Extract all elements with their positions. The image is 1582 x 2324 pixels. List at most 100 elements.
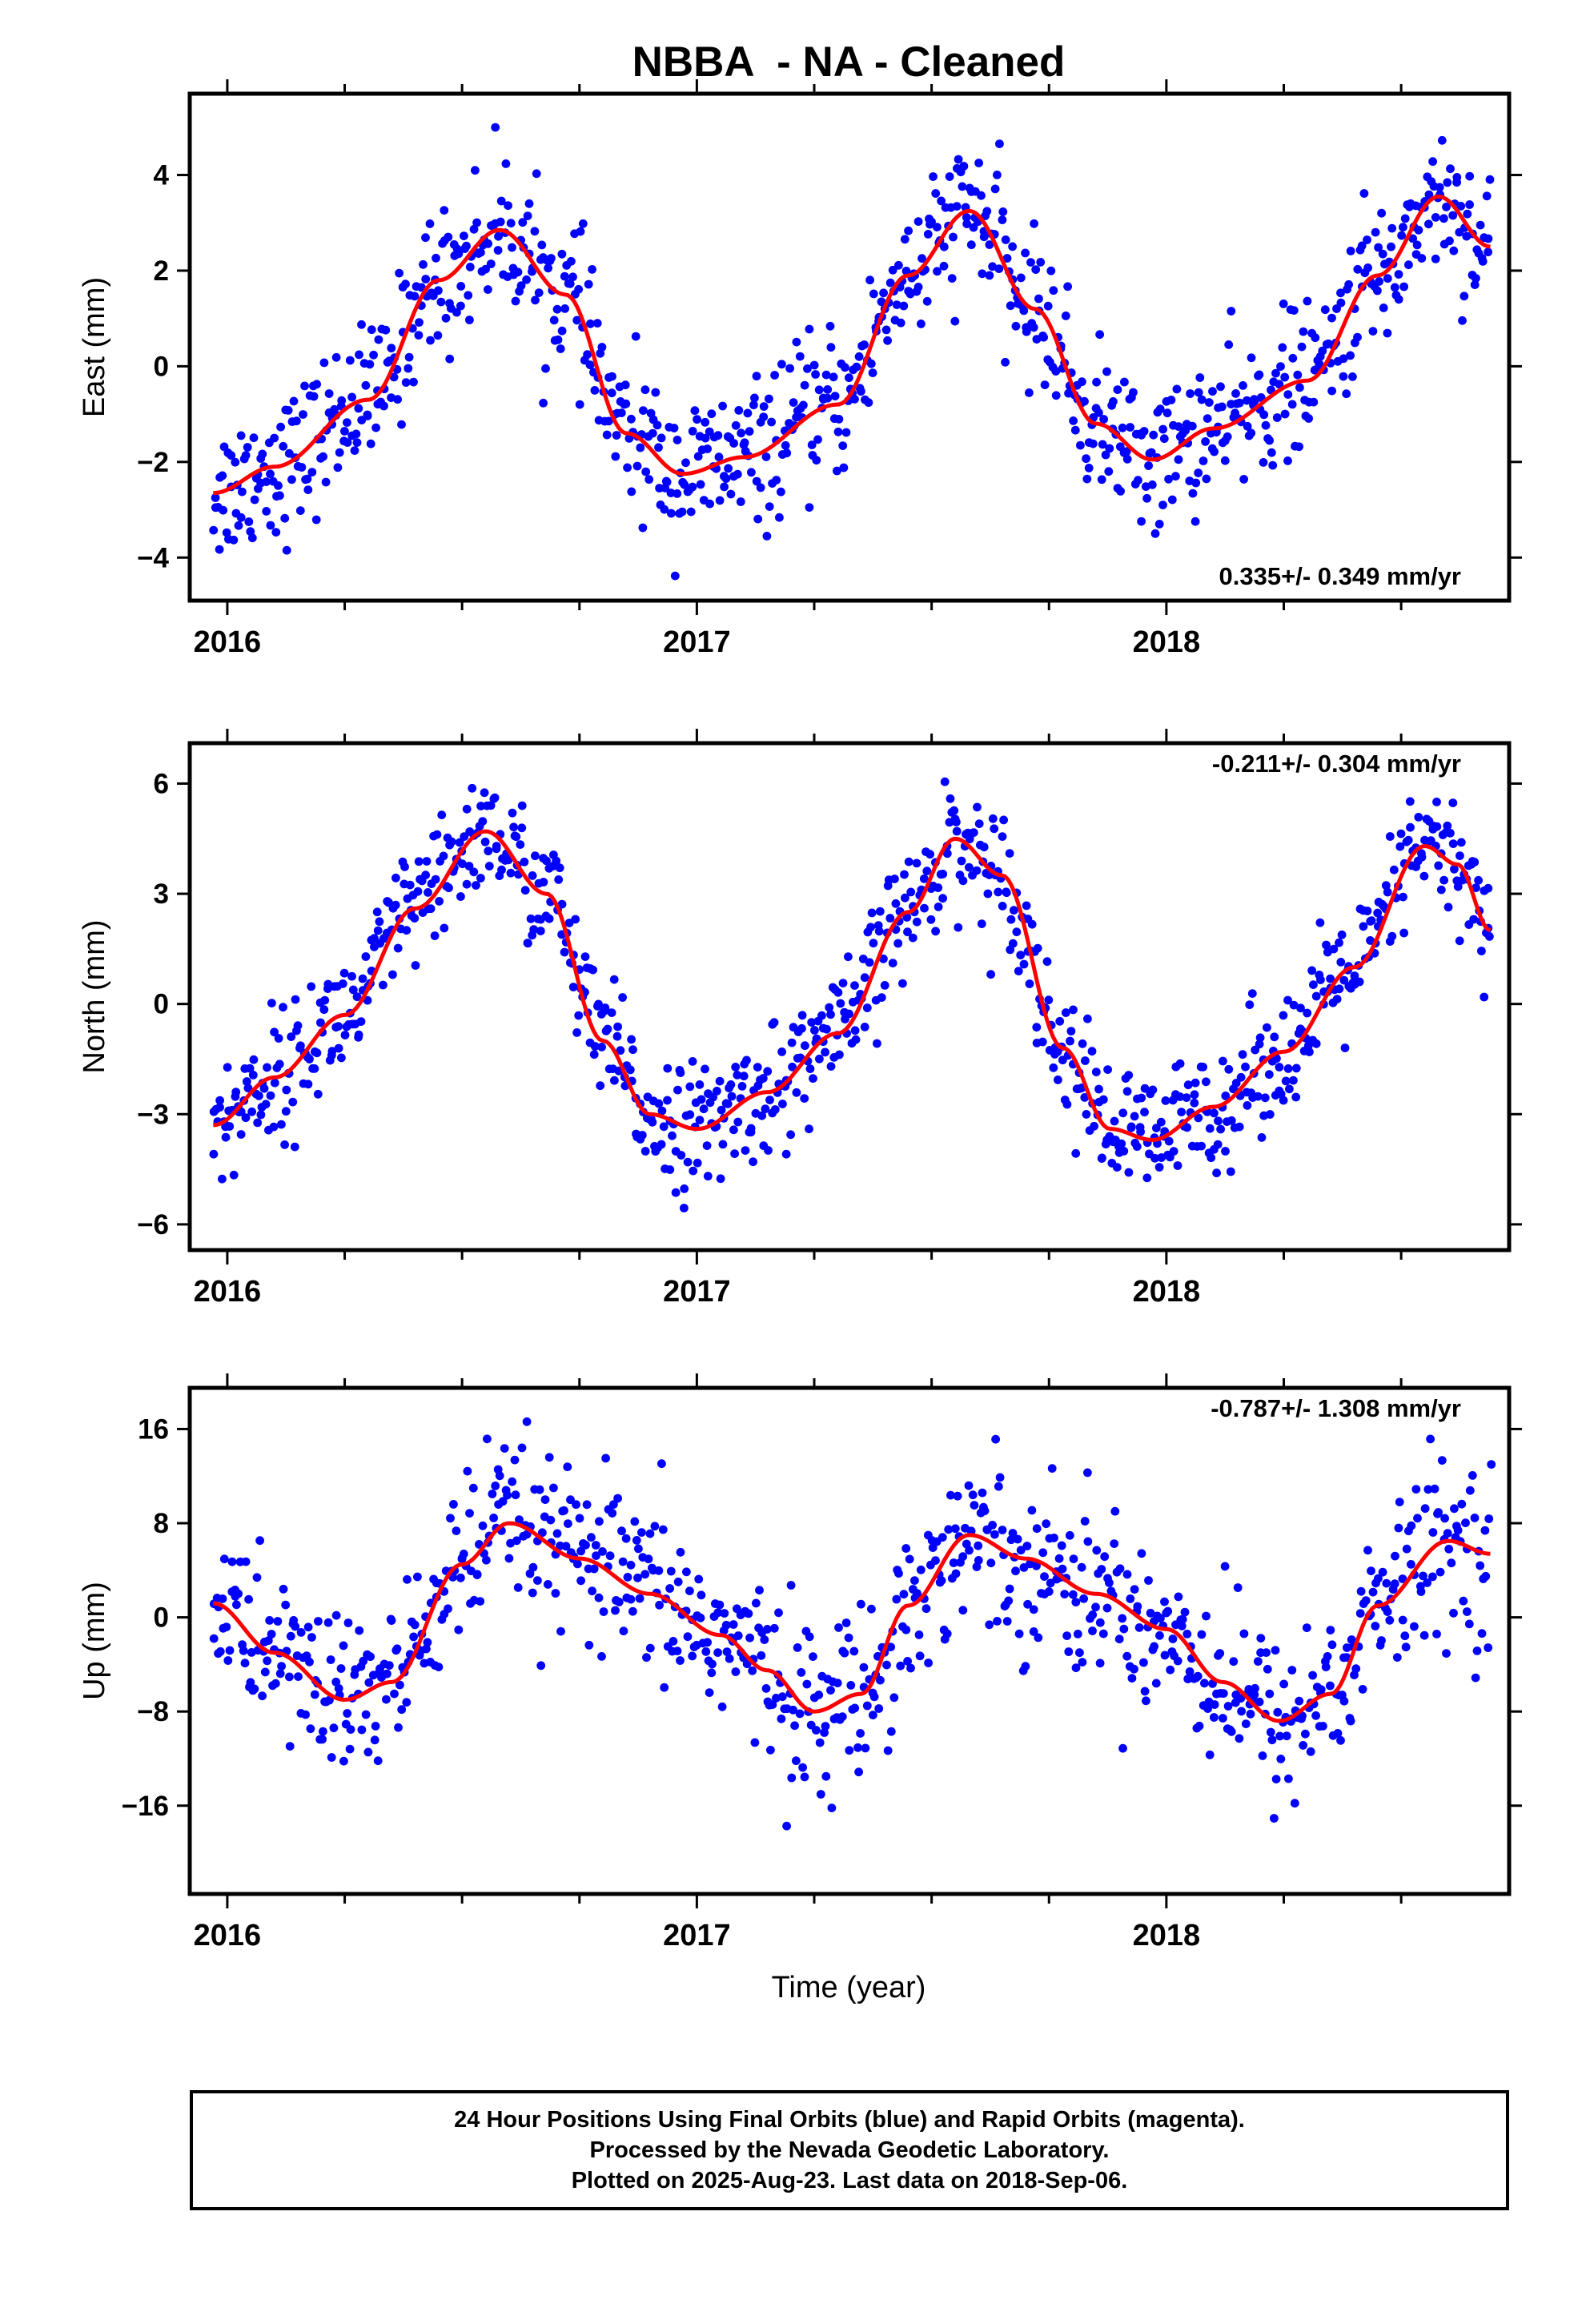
data-point: [452, 308, 461, 317]
data-point: [1083, 1014, 1092, 1023]
data-point: [1239, 381, 1247, 390]
data-point: [616, 1046, 625, 1055]
data-point: [865, 958, 874, 967]
data-point: [1336, 288, 1345, 298]
data-point: [337, 396, 347, 405]
data-point: [560, 947, 569, 957]
data-point: [597, 1652, 606, 1661]
data-point: [750, 393, 759, 403]
data-point: [892, 300, 901, 309]
x-tick-label: 2018: [1133, 1275, 1201, 1309]
data-point: [717, 1702, 727, 1711]
data-point: [1042, 957, 1052, 967]
data-point: [1374, 243, 1383, 252]
data-point: [319, 358, 329, 368]
data-point: [1155, 404, 1165, 414]
data-point: [1117, 1139, 1126, 1148]
data-point: [249, 433, 259, 443]
data-point: [227, 451, 236, 460]
data-point: [1302, 1623, 1311, 1632]
data-point: [1174, 1592, 1183, 1602]
data-point: [544, 1453, 554, 1462]
data-point: [1455, 936, 1464, 946]
data-point: [1442, 1649, 1451, 1659]
data-point: [506, 868, 516, 878]
data-point: [1082, 474, 1092, 484]
data-point: [486, 801, 496, 810]
data-point: [934, 883, 943, 892]
data-point: [252, 1573, 262, 1582]
data-point: [345, 1744, 355, 1754]
y-tick-label: 3: [154, 879, 169, 910]
data-point: [1154, 520, 1164, 529]
data-point: [568, 983, 578, 991]
data-point: [839, 463, 849, 472]
data-point: [1150, 529, 1160, 538]
data-point: [1260, 1093, 1270, 1103]
data-point: [833, 466, 841, 476]
data-point: [1235, 1734, 1244, 1743]
data-point: [1229, 1657, 1239, 1667]
data-point: [841, 363, 849, 372]
data-point: [825, 321, 835, 331]
data-point: [436, 297, 446, 307]
data-point: [1402, 1544, 1411, 1554]
data-point: [1026, 1559, 1034, 1569]
data-point: [854, 1767, 863, 1777]
data-point: [446, 1514, 455, 1523]
data-point: [787, 1773, 797, 1783]
data-point: [904, 226, 913, 235]
figure-title: NBBA - NA - Cleaned: [632, 38, 1066, 86]
data-point: [1073, 1630, 1082, 1638]
data-point: [846, 1681, 856, 1690]
data-point: [676, 1547, 685, 1557]
data-point: [673, 436, 682, 444]
data-point: [215, 545, 224, 554]
data-point: [896, 318, 905, 328]
data-point: [688, 482, 697, 492]
data-point: [1443, 1529, 1452, 1538]
data-point: [588, 265, 596, 274]
data-point: [361, 952, 371, 961]
data-point: [1403, 835, 1413, 845]
data-point: [788, 1062, 797, 1072]
data-point: [1480, 1526, 1490, 1535]
data-point: [954, 923, 963, 932]
data-point: [781, 1149, 791, 1159]
data-point: [913, 1589, 921, 1598]
data-point: [276, 422, 285, 432]
data-point: [908, 933, 917, 943]
data-point: [760, 1635, 769, 1644]
data-point: [611, 452, 620, 461]
data-point: [1283, 456, 1292, 465]
data-point: [574, 284, 584, 294]
data-point: [1399, 892, 1407, 902]
data-point: [225, 1122, 235, 1131]
data-point: [1008, 939, 1018, 948]
data-point: [244, 1594, 253, 1604]
data-point: [799, 400, 808, 410]
data-point: [885, 278, 895, 287]
data-point: [582, 1500, 592, 1510]
data-point: [1019, 959, 1029, 969]
data-point: [681, 458, 690, 468]
data-point: [1063, 282, 1072, 292]
data-point: [509, 822, 518, 832]
data-point: [1435, 183, 1444, 192]
data-point: [648, 1117, 657, 1127]
data-point: [277, 1662, 286, 1671]
data-point: [663, 1096, 672, 1105]
data-point: [445, 354, 455, 364]
y-tick-label: −2: [137, 447, 169, 478]
data-point: [1448, 798, 1458, 807]
data-point: [937, 196, 946, 206]
data-point: [303, 474, 312, 484]
data-point: [1327, 386, 1336, 396]
data-point: [588, 965, 597, 975]
y-tick-label: 4: [154, 160, 170, 191]
data-point: [869, 1692, 879, 1702]
data-point: [240, 1659, 250, 1668]
data-point: [500, 1444, 509, 1453]
data-points: [209, 1417, 1496, 1831]
data-point: [564, 1519, 572, 1528]
